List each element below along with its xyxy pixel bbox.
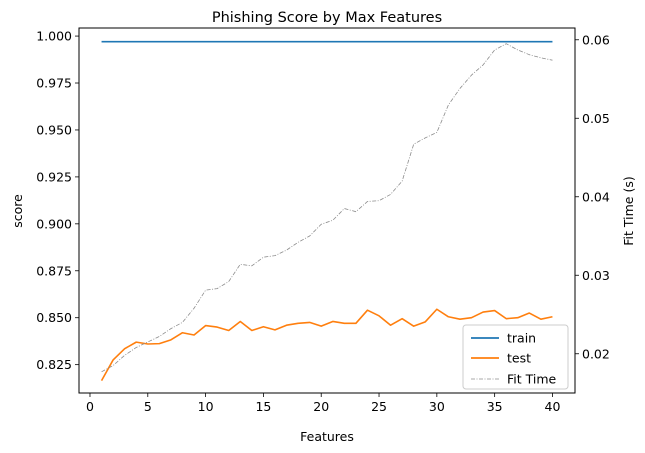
- x-tick-label: 25: [371, 399, 387, 414]
- ticks-layer: 0 5 10 15 20 25 30 35 40 0.825 0.850 0.875 0.900 0.92…: [36, 29, 610, 414]
- y-right-tick-label: 0.04: [582, 189, 610, 204]
- x-tick-label: 20: [313, 399, 329, 414]
- legend-label-test: test: [507, 351, 531, 366]
- y-tick-label: 0.900: [36, 216, 72, 231]
- y-tick-label: 0.875: [36, 263, 72, 278]
- y-right-tick-label: 0.05: [582, 111, 610, 126]
- x-tick-label: 15: [255, 399, 271, 414]
- y-tick-label: 1.000: [36, 29, 72, 44]
- x-tick-label: 35: [487, 399, 503, 414]
- x-tick-label: 5: [144, 399, 152, 414]
- legend-label-fit-time: Fit Time: [507, 372, 557, 387]
- y-tick-label: 0.950: [36, 122, 72, 137]
- chart-title: Phishing Score by Max Features: [212, 10, 442, 26]
- y-right-tick-label: 0.02: [582, 346, 610, 361]
- y-tick-label: 0.825: [36, 357, 72, 372]
- y-right-tick-label: 0.03: [582, 268, 610, 283]
- y-tick-label: 0.850: [36, 310, 72, 325]
- x-tick-label: 40: [545, 399, 561, 414]
- x-axis-label: Features: [300, 429, 354, 444]
- series-line-test: [100, 308, 553, 382]
- y-axis-right-label: Fit Time (s): [621, 176, 636, 245]
- legend-label-train: train: [507, 331, 536, 346]
- x-tick-label: 10: [198, 399, 214, 414]
- y-tick-label: 0.925: [36, 169, 72, 184]
- legend-frame: [462, 324, 569, 390]
- y-right-tick-label: 0.06: [582, 32, 610, 47]
- y-tick-label: 0.975: [36, 76, 72, 91]
- legend: train test Fit Time: [462, 324, 569, 390]
- plot-frame: [78, 27, 576, 394]
- series-layer: [100, 40, 553, 382]
- x-tick-label: 0: [86, 399, 94, 414]
- series-line-fit-time: [101, 43, 553, 373]
- x-tick-label: 30: [429, 399, 445, 414]
- y-axis-label: score: [10, 194, 25, 228]
